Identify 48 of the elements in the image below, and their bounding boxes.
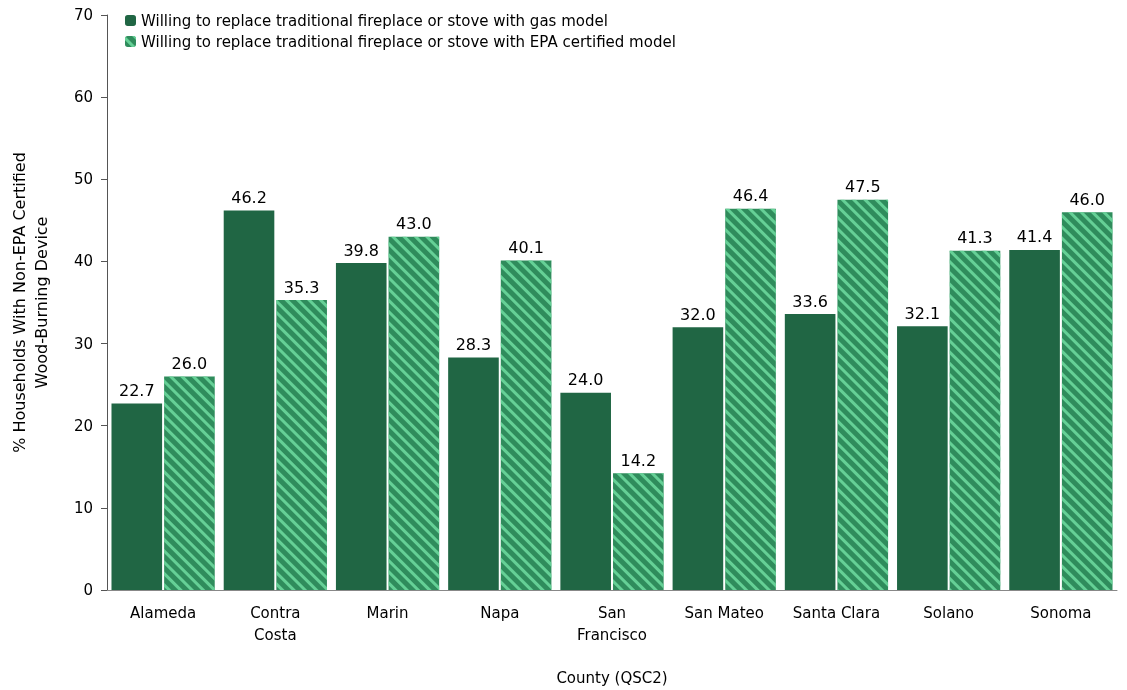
x-tick-label: San Mateo: [684, 604, 764, 622]
bar: [223, 210, 275, 590]
data-label: 46.2: [231, 188, 267, 207]
data-label: 39.8: [343, 240, 380, 260]
bar: [111, 403, 163, 590]
data-label: 43.0: [396, 214, 432, 234]
data-label: 46.4: [732, 186, 769, 206]
data-label: 41.3: [957, 228, 993, 248]
y-tick-label: 50: [73, 170, 93, 189]
y-tick-label: 40: [73, 252, 93, 271]
legend-label: Willing to replace traditional fireplace or stove with EPA certified model: [141, 32, 676, 51]
x-tick-label: Alameda: [130, 604, 197, 622]
x-tick-label: Contra Costa: [250, 604, 301, 644]
data-label: 26.0: [171, 353, 208, 373]
legend-label: Willing to replace traditional fireplace or stove with gas model: [141, 11, 608, 30]
x-tick-label: Solano: [923, 604, 975, 622]
x-tick-label: Santa Clara: [792, 604, 881, 622]
y-tick-label: 30: [73, 334, 93, 353]
x-tick-label: Sonoma: [1030, 604, 1092, 622]
data-label: 24.0: [567, 370, 604, 390]
bar: [897, 326, 948, 590]
y-axis-title: % Households With Non-EPA Certified Wood-Burning Device: [9, 152, 51, 453]
data-label: 32.0: [680, 304, 716, 324]
data-label: 41.4: [1016, 227, 1053, 247]
data-label: 40.1: [508, 238, 544, 258]
y-tick-label: 20: [73, 416, 93, 435]
data-label: 33.6: [792, 291, 828, 311]
y-tick-label: 60: [73, 88, 93, 107]
bar: [335, 263, 387, 590]
x-tick-label: Marin: [366, 604, 409, 622]
x-axis-title: County (QSC2): [556, 668, 668, 687]
x-tick-label: San Francisco: [576, 604, 648, 644]
data-label: 14.2: [620, 450, 657, 470]
data-label: 22.7: [118, 381, 155, 401]
bar: [560, 392, 611, 590]
bar: [672, 327, 724, 590]
data-label: 35.3: [283, 277, 320, 297]
bar: [784, 314, 836, 590]
data-label: 47.5: [844, 177, 881, 197]
bar: [1009, 249, 1060, 590]
data-label: 28.3: [455, 335, 492, 355]
x-tick-label: Napa: [480, 604, 520, 622]
bar: [448, 357, 499, 590]
y-tick-label: 70: [73, 6, 93, 24]
data-label: 46.0: [1069, 189, 1106, 209]
y-tick-label: 0: [83, 581, 93, 599]
data-label: 32.1: [904, 303, 941, 323]
y-tick-label: 10: [73, 498, 93, 517]
